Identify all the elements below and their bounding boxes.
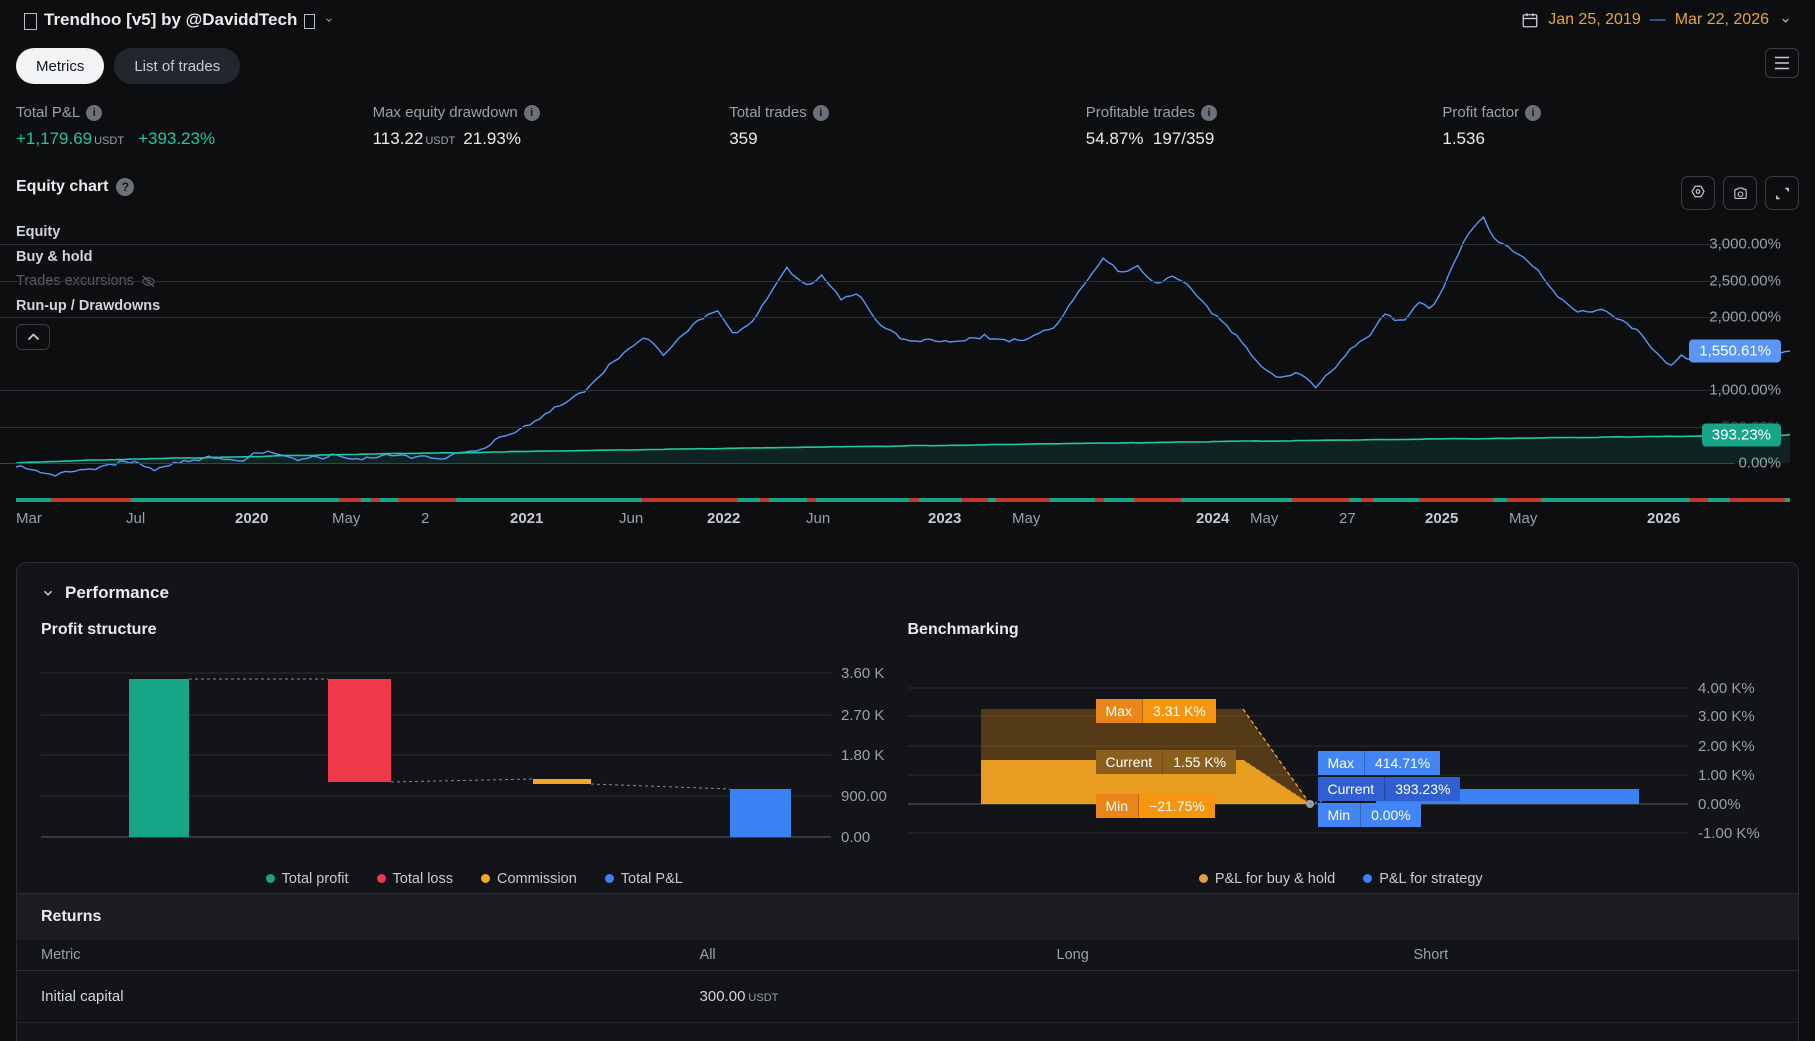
svg-text:0.00%: 0.00%	[1698, 796, 1741, 813]
svg-text:3.60 K: 3.60 K	[841, 665, 884, 682]
svg-text:2.70 K: 2.70 K	[841, 707, 884, 724]
svg-text:1.00 K%: 1.00 K%	[1698, 767, 1755, 784]
svg-text:2.00 K%: 2.00 K%	[1698, 738, 1755, 755]
svg-text:-1.00 K%: -1.00 K%	[1698, 825, 1760, 842]
svg-text:4.00 K%: 4.00 K%	[1698, 680, 1755, 697]
svg-text:1.80 K: 1.80 K	[841, 747, 884, 764]
svg-text:900.00: 900.00	[841, 788, 887, 805]
svg-text:0.00: 0.00	[841, 829, 870, 846]
svg-text:3.00 K%: 3.00 K%	[1698, 708, 1755, 725]
